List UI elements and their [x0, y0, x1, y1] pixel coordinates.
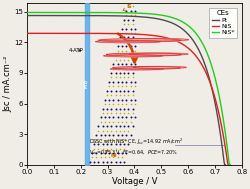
NiS* — [196, 35, 199, 38]
X-axis label: Voltage / V: Voltage / V — [111, 177, 156, 186]
Circle shape — [103, 55, 162, 57]
NiS* — [228, 164, 231, 166]
NiS* — [209, 63, 212, 66]
Pt — [26, 14, 29, 17]
NiS* — [26, 11, 29, 14]
Pt — [192, 41, 195, 43]
NiS* — [145, 12, 148, 15]
Pt — [204, 69, 208, 71]
NiS* — [25, 11, 28, 14]
Circle shape — [95, 40, 160, 43]
Circle shape — [128, 53, 188, 55]
NiS — [226, 164, 229, 166]
NiS — [208, 81, 211, 84]
NiS* — [227, 164, 230, 166]
Circle shape — [112, 67, 180, 69]
Pt — [223, 164, 226, 166]
Line: NiS*: NiS* — [27, 12, 229, 165]
Circle shape — [106, 53, 181, 56]
NiS* — [146, 12, 149, 15]
Pt — [146, 16, 149, 19]
Circle shape — [110, 68, 163, 70]
Text: DSSC with NiS* CE, $J_{sc}$=14.92 mA/cm$^2$
$V_{oc}$=0.753 V, $FF$=0.64,  $PCE$=: DSSC with NiS* CE, $J_{sc}$=14.92 mA/cm$… — [88, 136, 182, 157]
Pt — [143, 16, 146, 18]
NiS* — [149, 13, 152, 15]
Text: Ni: Ni — [104, 151, 116, 158]
Circle shape — [98, 39, 180, 42]
NiS — [195, 56, 198, 59]
Legend: Pt, NiS, NiS*: Pt, NiS, NiS* — [208, 8, 236, 38]
Y-axis label: Jsc / mA.cm⁻²: Jsc / mA.cm⁻² — [4, 56, 13, 112]
NiS — [226, 164, 230, 166]
Text: FTO: FTO — [85, 79, 88, 88]
Pt — [142, 16, 145, 18]
NiS — [145, 34, 148, 36]
Circle shape — [123, 39, 188, 41]
NiS — [144, 34, 148, 36]
Circle shape — [133, 66, 186, 68]
Line: NiS: NiS — [27, 33, 228, 165]
Line: Pt: Pt — [27, 15, 224, 165]
NiS — [26, 32, 29, 34]
NiS — [148, 34, 152, 36]
Text: S: S — [122, 4, 130, 11]
NiS — [25, 32, 28, 34]
Text: 4-ATP: 4-ATP — [68, 48, 83, 53]
Pt — [25, 14, 28, 17]
Pt — [222, 164, 225, 166]
